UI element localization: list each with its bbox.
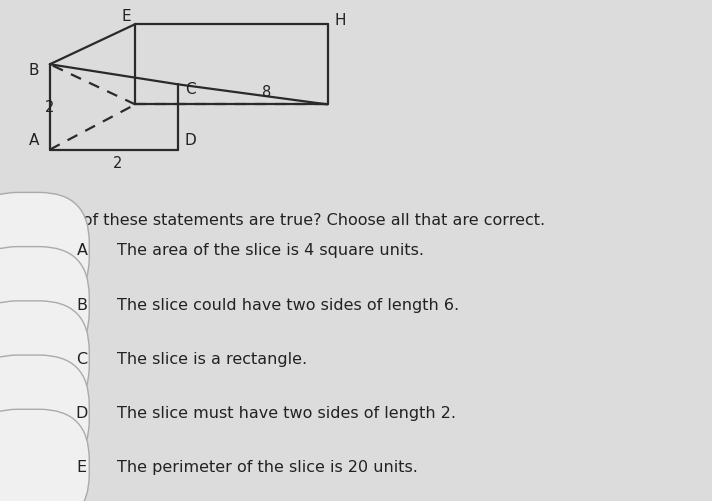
Text: 8: 8: [263, 85, 271, 100]
FancyBboxPatch shape: [0, 409, 89, 501]
Text: 2: 2: [112, 155, 122, 170]
Text: 2: 2: [45, 100, 55, 115]
Text: The area of the slice is 4 square units.: The area of the slice is 4 square units.: [117, 243, 424, 258]
Text: The slice must have two sides of length 2.: The slice must have two sides of length …: [117, 405, 456, 420]
Text: The slice is a rectangle.: The slice is a rectangle.: [117, 351, 308, 366]
Text: B: B: [76, 297, 88, 312]
Text: A: A: [29, 133, 39, 148]
Text: H: H: [335, 13, 346, 28]
Text: A: A: [76, 243, 88, 258]
Text: D: D: [185, 133, 197, 148]
Text: Which of these statements are true? Choose all that are correct.: Which of these statements are true? Choo…: [28, 213, 545, 228]
FancyBboxPatch shape: [0, 247, 89, 362]
FancyBboxPatch shape: [0, 301, 89, 416]
Text: E: E: [77, 459, 87, 474]
Text: The perimeter of the slice is 20 units.: The perimeter of the slice is 20 units.: [117, 459, 419, 474]
Text: C: C: [186, 82, 196, 97]
Text: E: E: [122, 9, 132, 24]
Text: The slice could have two sides of length 6.: The slice could have two sides of length…: [117, 297, 460, 312]
Text: C: C: [76, 351, 88, 366]
Text: D: D: [75, 405, 88, 420]
FancyBboxPatch shape: [0, 193, 89, 308]
Text: B: B: [29, 63, 39, 78]
FancyBboxPatch shape: [0, 355, 89, 470]
